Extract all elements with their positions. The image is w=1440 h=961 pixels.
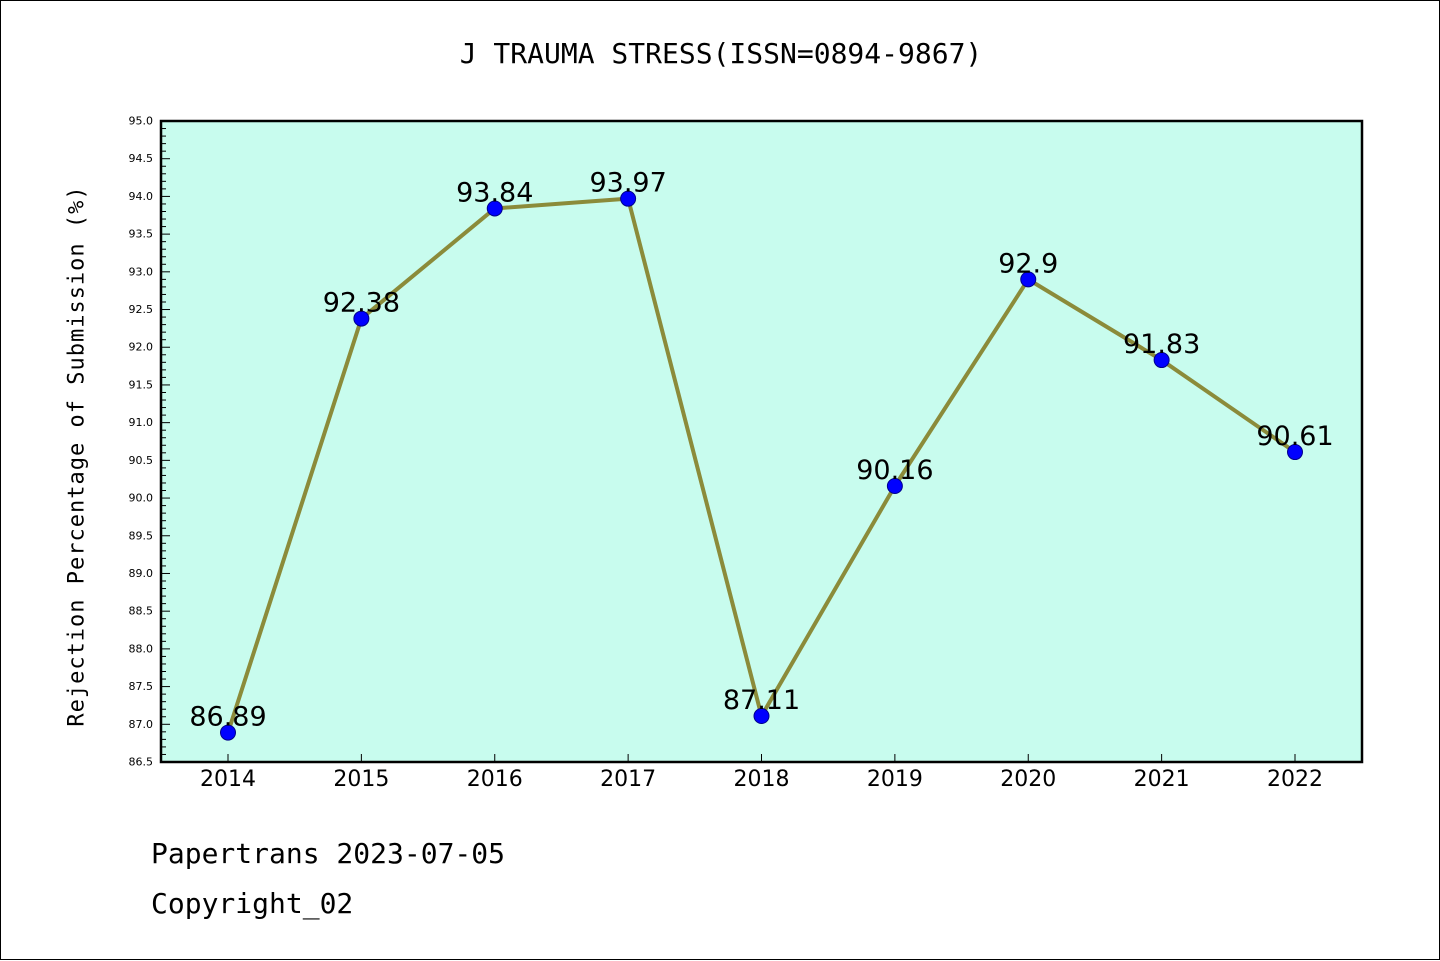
data-label: 86.89 <box>189 702 266 733</box>
y-tick-label: 87.0 <box>129 718 154 731</box>
x-tick-label: 2018 <box>734 767 790 792</box>
data-label: 93.97 <box>589 168 666 199</box>
data-label: 87.11 <box>723 685 800 716</box>
data-label: 90.16 <box>856 455 933 486</box>
data-label: 92.9 <box>998 248 1058 279</box>
x-tick-label: 2016 <box>467 767 523 792</box>
x-tick-label: 2014 <box>200 767 256 792</box>
data-point <box>886 477 903 494</box>
data-label: 92.38 <box>323 288 400 319</box>
y-tick-label: 91.0 <box>129 416 154 429</box>
x-tick-label: 2019 <box>867 767 923 792</box>
data-point <box>1153 352 1170 369</box>
y-tick-label: 95.0 <box>129 115 154 128</box>
y-tick-label: 88.0 <box>129 642 154 655</box>
y-tick-label: 93.0 <box>129 265 154 278</box>
data-label: 91.83 <box>1123 329 1200 360</box>
y-tick-label: 92.0 <box>129 341 154 354</box>
y-tick-label: 87.5 <box>129 680 154 693</box>
data-point <box>486 200 503 217</box>
y-tick-label: 89.5 <box>129 529 154 542</box>
x-tick-label: 2021 <box>1134 767 1190 792</box>
data-point <box>620 190 637 207</box>
y-tick-label: 90.0 <box>129 492 154 505</box>
y-tick-label: 91.5 <box>129 378 154 391</box>
y-tick-label: 88.5 <box>129 605 154 618</box>
plot-area <box>161 121 1362 762</box>
x-tick-label: 2017 <box>600 767 656 792</box>
data-point <box>1020 271 1037 288</box>
data-point <box>353 310 370 327</box>
data-label: 90.61 <box>1256 421 1333 452</box>
y-tick-label: 89.0 <box>129 567 154 580</box>
data-label: 93.84 <box>456 177 533 208</box>
chart-title: J TRAUMA STRESS(ISSN=0894-9867) <box>459 37 983 70</box>
data-point <box>220 724 236 741</box>
x-tick-label: 2020 <box>1000 767 1056 792</box>
data-point <box>753 707 770 724</box>
y-tick-label: 86.5 <box>129 756 154 769</box>
x-tick-label: 2022 <box>1267 767 1323 792</box>
y-tick-label: 94.5 <box>129 152 154 165</box>
x-tick-label: 2015 <box>333 767 389 792</box>
y-tick-label: 92.5 <box>129 303 154 316</box>
plot-frame <box>159 119 1364 764</box>
data-point <box>1287 444 1303 461</box>
footer-copyright: Copyright_02 <box>151 887 354 920</box>
y-tick-label: 90.5 <box>129 454 154 467</box>
y-tick-label: 94.0 <box>129 190 154 203</box>
footer-date: Papertrans 2023-07-05 <box>151 837 506 870</box>
y-tick-label: 93.5 <box>129 228 154 241</box>
